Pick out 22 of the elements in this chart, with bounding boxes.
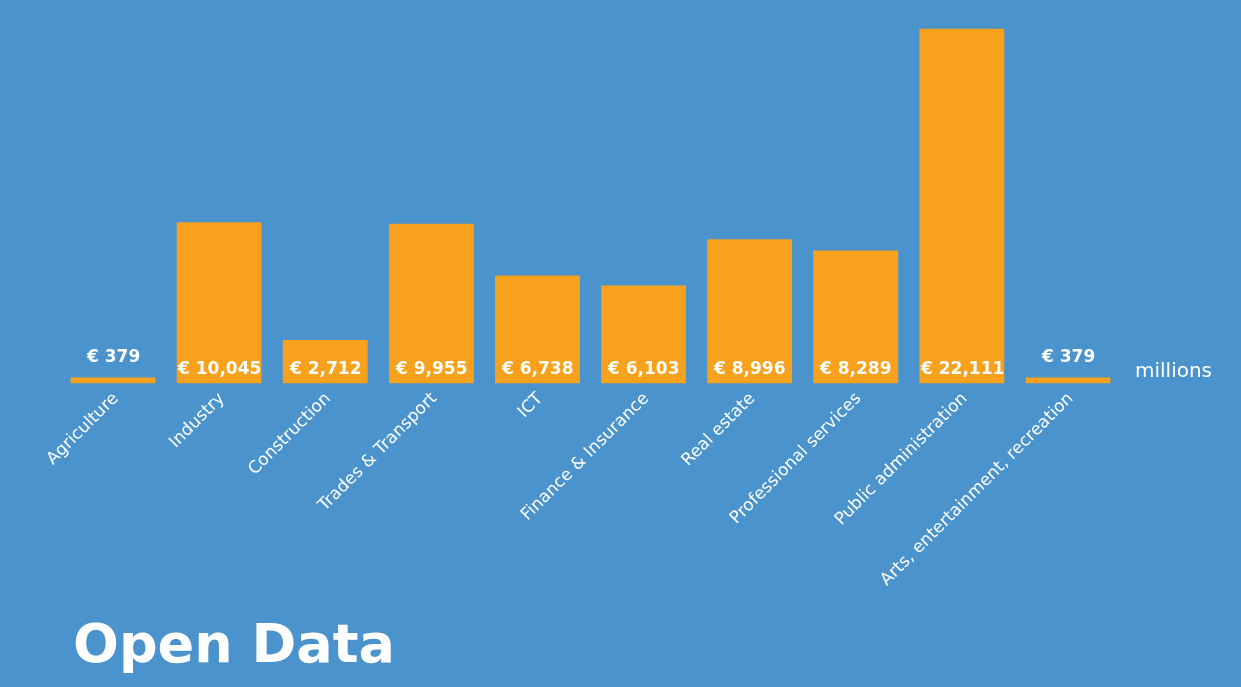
data-label: € 8,289 (819, 358, 892, 378)
bar (495, 275, 580, 384)
bar (813, 250, 899, 384)
data-label: € 9,955 (395, 358, 468, 378)
data-label: € 2,712 (289, 358, 362, 378)
bar (176, 222, 262, 384)
data-label: € 22,111 (920, 358, 1005, 378)
data-label: € 379 (86, 346, 141, 366)
text: Open Data (73, 612, 395, 675)
text: millions (1135, 358, 1213, 382)
bar (70, 377, 156, 384)
bar (601, 285, 686, 384)
data-label: € 6,103 (607, 358, 680, 378)
data-label: € 379 (1041, 346, 1096, 366)
data-label: € 8,996 (713, 358, 786, 378)
bar (388, 223, 474, 384)
bar (707, 239, 793, 384)
data-label: € 6,738 (501, 358, 574, 378)
bar (919, 28, 1005, 384)
bar (1025, 377, 1111, 384)
data-label: € 10,045 (177, 358, 262, 378)
x-tick-label: ICT (512, 387, 547, 422)
